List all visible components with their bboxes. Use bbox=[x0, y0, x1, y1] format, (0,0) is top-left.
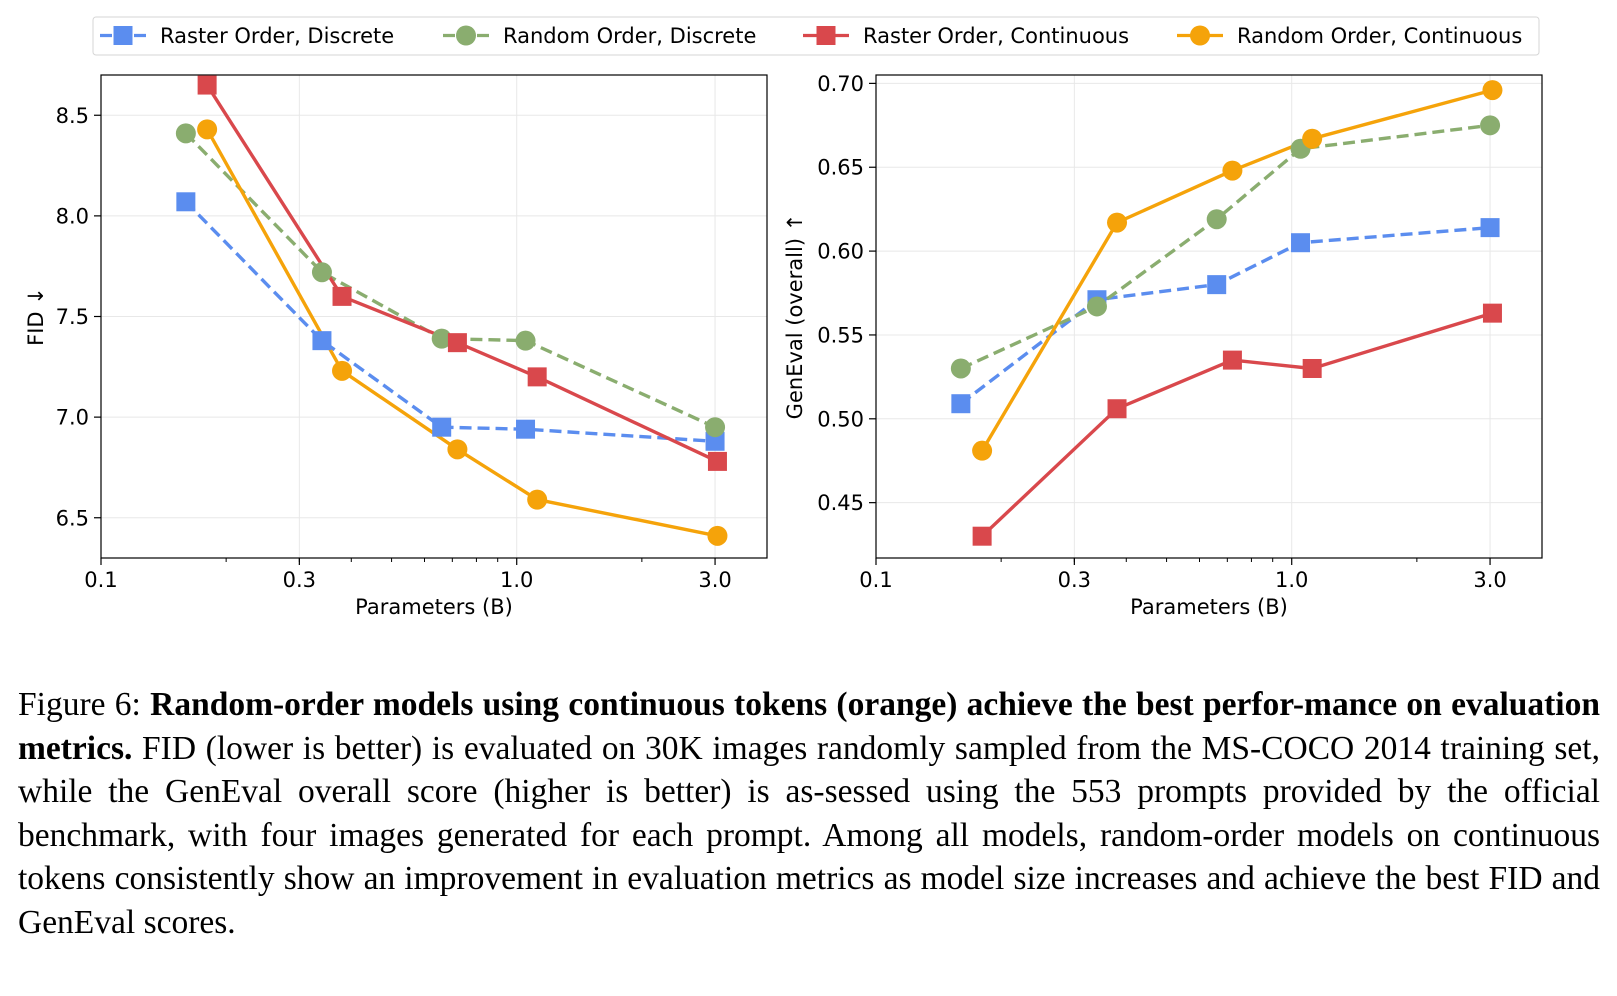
fid-x-tick-label: 3.0 bbox=[698, 568, 731, 592]
geneval-x-tick-label: 3.0 bbox=[1473, 568, 1506, 592]
geneval-point-random-order-continuous bbox=[1302, 128, 1323, 149]
geneval-y-tick-label: 0.45 bbox=[817, 491, 864, 515]
fid-point-raster-order-continuous bbox=[707, 451, 727, 471]
geneval-point-random-order-discrete bbox=[950, 358, 971, 379]
fid-point-random-order-discrete bbox=[431, 328, 452, 349]
fid-x-tick-label: 0.1 bbox=[84, 568, 117, 592]
geneval-point-raster-order-discrete bbox=[1291, 233, 1311, 253]
fid-point-raster-order-discrete bbox=[176, 192, 196, 212]
geneval-point-random-order-discrete bbox=[1086, 296, 1107, 317]
fid-point-random-order-continuous bbox=[447, 439, 468, 460]
legend-label-random-order-discrete: Random Order, Discrete bbox=[503, 24, 756, 48]
geneval-x-axis-label: Parameters (B) bbox=[1130, 595, 1288, 619]
fid-point-raster-order-continuous bbox=[197, 75, 217, 95]
geneval-y-tick-label: 0.70 bbox=[817, 72, 864, 96]
geneval-y-tick-label: 0.60 bbox=[817, 240, 864, 264]
geneval-point-raster-order-continuous bbox=[1107, 399, 1127, 419]
fid-point-raster-order-discrete bbox=[516, 419, 536, 439]
fid-y-tick-label: 8.0 bbox=[56, 204, 89, 228]
fid-x-tick-label: 1.0 bbox=[500, 568, 533, 592]
geneval-point-raster-order-continuous bbox=[1222, 350, 1242, 370]
figure-caption: Figure 6: Random-order models using cont… bbox=[18, 683, 1600, 944]
legend-marker-raster-order-continuous bbox=[816, 26, 836, 45]
geneval-chart: 0.1 0.3 1.0 3.0 0.45 0.50 0.55 0.60 0.65 0.70 Para… bbox=[783, 72, 1543, 619]
figure: Raster Order, Discrete Random Order, Disc… bbox=[24, 16, 1543, 619]
geneval-point-random-order-continuous bbox=[1107, 212, 1128, 233]
legend-marker-raster-order-discrete bbox=[113, 26, 133, 45]
geneval-point-raster-order-discrete bbox=[951, 394, 971, 414]
geneval-point-random-order-continuous bbox=[1222, 160, 1243, 181]
fid-point-raster-order-continuous bbox=[447, 333, 467, 353]
legend-label-random-order-continuous: Random Order, Continuous bbox=[1237, 24, 1522, 48]
legend-label-raster-order-continuous: Raster Order, Continuous bbox=[863, 24, 1129, 48]
fid-point-raster-order-discrete bbox=[432, 417, 452, 437]
geneval-point-random-order-continuous bbox=[972, 440, 993, 461]
caption-label: Figure 6: bbox=[18, 686, 141, 723]
fid-y-tick-label: 7.0 bbox=[56, 406, 89, 430]
fid-series-line-random-order-continuous bbox=[205, 128, 718, 538]
fid-x-tick-label: 0.3 bbox=[283, 568, 316, 592]
fid-point-random-order-continuous bbox=[707, 525, 728, 546]
geneval-series-line-random-order-discrete bbox=[960, 123, 1491, 371]
fid-point-random-order-discrete bbox=[705, 417, 726, 438]
fid-x-axis-label: Parameters (B) bbox=[355, 595, 513, 619]
fid-y-tick-label: 8.5 bbox=[56, 104, 89, 128]
fid-point-random-order-continuous bbox=[197, 119, 218, 140]
legend: Raster Order, Discrete Random Order, Disc… bbox=[92, 16, 1540, 56]
geneval-x-tick-label: 0.1 bbox=[859, 568, 892, 592]
geneval-y-tick-label: 0.65 bbox=[817, 156, 864, 180]
fid-axes-frame bbox=[100, 74, 768, 559]
geneval-y-tick-label: 0.50 bbox=[817, 407, 864, 431]
geneval-point-raster-order-continuous bbox=[1482, 303, 1502, 323]
legend-label-raster-order-discrete: Raster Order, Discrete bbox=[160, 24, 394, 48]
geneval-point-random-order-continuous bbox=[1482, 80, 1503, 101]
fid-point-random-order-discrete bbox=[311, 262, 332, 283]
fid-point-raster-order-continuous bbox=[527, 367, 547, 387]
caption-body: FID (lower is better) is evaluated on 30… bbox=[18, 729, 1600, 941]
fid-point-raster-order-continuous bbox=[332, 286, 352, 306]
geneval-point-raster-order-discrete bbox=[1480, 218, 1500, 238]
fid-point-random-order-continuous bbox=[527, 489, 548, 510]
geneval-axes-frame bbox=[875, 74, 1543, 559]
geneval-x-tick-label: 0.3 bbox=[1058, 568, 1091, 592]
fid-point-random-order-continuous bbox=[332, 360, 353, 381]
geneval-y-axis-label: GenEval (overall) ↑ bbox=[783, 214, 807, 420]
geneval-series-line-raster-order-discrete bbox=[959, 225, 1491, 406]
geneval-point-random-order-discrete bbox=[1206, 209, 1227, 230]
geneval-series-line-random-order-continuous bbox=[980, 88, 1493, 452]
geneval-point-raster-order-discrete bbox=[1207, 275, 1227, 295]
legend-marker-random-order-continuous bbox=[1190, 25, 1210, 46]
geneval-y-tick-label: 0.55 bbox=[817, 323, 864, 347]
fid-y-axis-label: FID ↓ bbox=[24, 287, 48, 346]
fid-y-tick-label: 6.5 bbox=[56, 506, 89, 530]
fid-point-random-order-discrete bbox=[515, 330, 536, 351]
fid-chart: 0.1 0.3 1.0 3.0 6.5 7.0 7.5 8.0 8.5 Parameters (B… bbox=[24, 74, 768, 619]
fid-series-line-raster-order-discrete bbox=[184, 200, 716, 443]
geneval-point-raster-order-continuous bbox=[972, 526, 992, 546]
fid-point-random-order-discrete bbox=[175, 123, 196, 144]
geneval-point-raster-order-continuous bbox=[1302, 358, 1322, 378]
geneval-point-random-order-discrete bbox=[1480, 115, 1501, 136]
fid-point-raster-order-discrete bbox=[312, 331, 332, 351]
fid-series-line-raster-order-continuous bbox=[205, 84, 719, 463]
fid-y-tick-label: 7.5 bbox=[56, 305, 89, 329]
legend-marker-random-order-discrete bbox=[456, 25, 476, 46]
geneval-x-tick-label: 1.0 bbox=[1275, 568, 1308, 592]
fid-point-raster-order-discrete bbox=[705, 431, 725, 451]
caption-bold-summary: Random-order models using continuous tok… bbox=[18, 686, 1600, 767]
